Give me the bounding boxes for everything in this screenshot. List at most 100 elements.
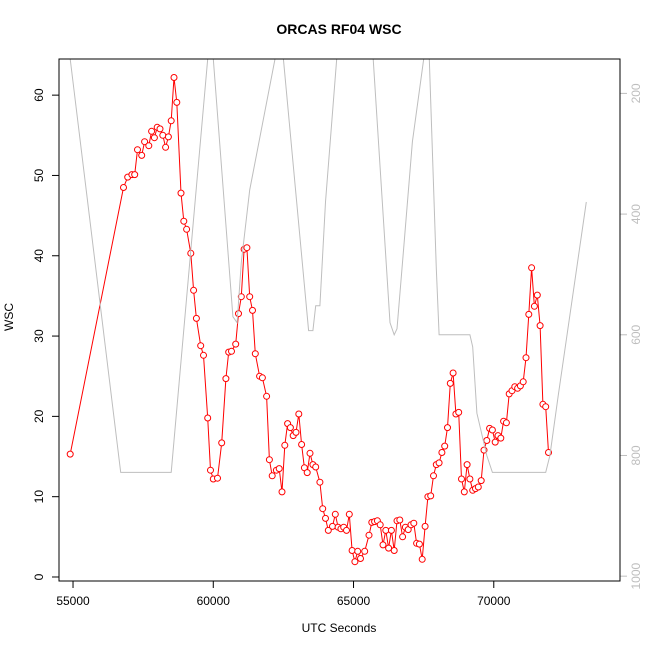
x-tick-label: 55000	[56, 594, 90, 608]
wsc-point	[120, 184, 127, 191]
wsc-point	[237, 293, 245, 301]
wsc-point	[466, 475, 474, 483]
wsc-point	[542, 403, 550, 411]
wsc-point	[190, 286, 198, 294]
wsc-point	[458, 475, 465, 483]
axis-layer: 55000 60000 65000 70000 0 10 20 30 40 50 60 200 400 6…	[32, 83, 643, 608]
wsc-point	[183, 225, 191, 233]
wsc-point	[376, 521, 384, 529]
wsc-point	[170, 74, 178, 81]
y2-tick-label: 400	[629, 204, 643, 224]
wsc-point	[204, 414, 212, 422]
wsc-point	[292, 428, 300, 436]
wsc-point	[131, 171, 139, 179]
wsc-point	[275, 465, 283, 473]
x-axis-label: UTC Seconds	[302, 621, 377, 635]
wsc-point	[150, 134, 158, 142]
wsc-point	[173, 98, 181, 106]
wsc-point	[354, 547, 362, 555]
wsc-point	[390, 547, 398, 554]
wsc-point	[399, 533, 407, 541]
wsc-point	[343, 526, 350, 534]
wsc-point	[228, 347, 235, 355]
wsc-point	[324, 526, 332, 534]
wsc-point	[214, 474, 221, 482]
wsc-point	[361, 547, 369, 555]
wsc-point	[218, 439, 226, 447]
wsc-point	[519, 378, 527, 386]
wsc-point	[295, 410, 303, 418]
wsc-point	[177, 189, 185, 197]
wsc-point	[263, 392, 271, 400]
wsc-point	[235, 310, 242, 318]
wsc-point	[525, 310, 533, 318]
plot-frame	[58, 58, 621, 582]
wsc-point	[207, 466, 214, 474]
wsc-point	[141, 138, 149, 146]
chart-title: ORCAS RF04 WSC	[276, 21, 401, 37]
wsc-point	[192, 314, 200, 322]
wsc-point	[530, 302, 538, 310]
wsc-point	[379, 541, 387, 549]
wsc-point	[441, 442, 449, 450]
y-axis-label: WSC	[2, 303, 16, 331]
wsc-point	[536, 322, 544, 330]
wsc-point	[200, 351, 207, 359]
wsc-point	[396, 516, 404, 524]
wsc-point	[357, 555, 364, 562]
wsc-point	[298, 441, 306, 448]
x-tick-label: 70000	[477, 594, 511, 608]
wsc-point	[329, 522, 336, 530]
wsc-point	[446, 379, 454, 387]
wsc-point	[312, 463, 320, 471]
wsc-point	[502, 419, 510, 427]
y-tick-label: 20	[32, 409, 46, 423]
wsc-point	[138, 151, 146, 159]
wsc-point	[491, 438, 499, 446]
y-tick-label: 40	[32, 249, 46, 263]
y2-tick-label: 1000	[629, 563, 643, 590]
wsc-point	[167, 117, 175, 125]
wsc-point	[249, 306, 256, 314]
wsc-point	[474, 483, 482, 491]
wsc-point	[365, 531, 373, 539]
wsc-point	[483, 437, 491, 444]
wsc-point	[156, 125, 164, 133]
wsc-point	[444, 424, 451, 432]
y-tick-label: 0	[32, 573, 46, 580]
y2-tick-label: 800	[629, 445, 643, 465]
wsc-point	[258, 374, 266, 382]
wsc-point	[415, 540, 423, 548]
wsc-point	[528, 264, 536, 272]
wsc-point	[316, 478, 324, 486]
wsc-point	[427, 492, 435, 500]
wsc-point	[497, 434, 505, 442]
wsc-point	[222, 375, 230, 383]
wsc-point	[251, 350, 259, 358]
wsc-point	[197, 342, 205, 350]
wsc-point	[477, 477, 485, 485]
y-tick-label: 50	[32, 168, 46, 182]
wsc-point	[460, 488, 468, 496]
y-tick-label: 30	[32, 329, 46, 343]
wsc-point	[159, 131, 167, 139]
wsc-point	[351, 558, 359, 566]
wsc-point	[148, 127, 156, 135]
y2-tick-label: 600	[629, 324, 643, 344]
y2-tick-label: 200	[629, 83, 643, 103]
wsc-point	[162, 143, 170, 151]
wsc-point	[385, 544, 393, 552]
wsc-point	[421, 522, 429, 530]
wsc-point	[438, 449, 446, 456]
wsc-point	[348, 547, 356, 554]
wsc-point	[345, 510, 353, 518]
wsc-point	[430, 472, 437, 480]
wsc-point	[265, 456, 273, 464]
y-tick-label: 60	[32, 88, 46, 102]
pressure-line	[69, 58, 587, 473]
wsc-point	[449, 369, 457, 377]
wsc-point	[134, 146, 141, 154]
wsc-point	[278, 488, 286, 496]
y-tick-label: 10	[32, 490, 46, 504]
